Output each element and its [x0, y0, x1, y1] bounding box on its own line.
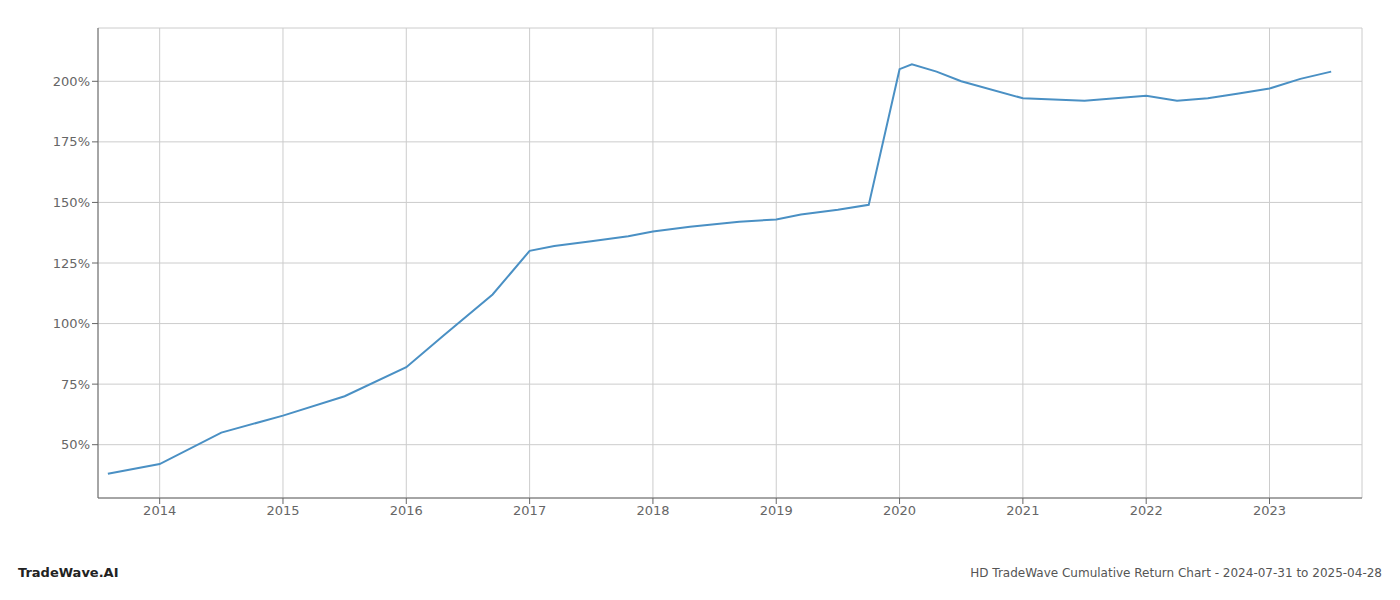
html-text:HD TradeWave Cumulative Return: HD TradeWave Cumulative Return Chart - 2… — [970, 566, 1382, 580]
svg-text:2021: 2021 — [1006, 503, 1039, 518]
svg-text:2016: 2016 — [390, 503, 423, 518]
html-text:TradeWave.AI: TradeWave.AI — [18, 565, 119, 580]
svg-text:200%: 200% — [53, 74, 90, 89]
svg-text:125%: 125% — [53, 256, 90, 271]
svg-text:2018: 2018 — [636, 503, 669, 518]
svg-text:2017: 2017 — [513, 503, 546, 518]
svg-text:2022: 2022 — [1130, 503, 1163, 518]
svg-text:175%: 175% — [53, 134, 90, 149]
svg-text:2020: 2020 — [883, 503, 916, 518]
svg-text:2023: 2023 — [1253, 503, 1286, 518]
svg-text:50%: 50% — [61, 437, 90, 452]
svg-text:2019: 2019 — [760, 503, 793, 518]
svg-text:75%: 75% — [61, 377, 90, 392]
svg-text:2014: 2014 — [143, 503, 176, 518]
svg-text:2015: 2015 — [266, 503, 299, 518]
svg-text:150%: 150% — [53, 195, 90, 210]
svg-text:100%: 100% — [53, 316, 90, 331]
